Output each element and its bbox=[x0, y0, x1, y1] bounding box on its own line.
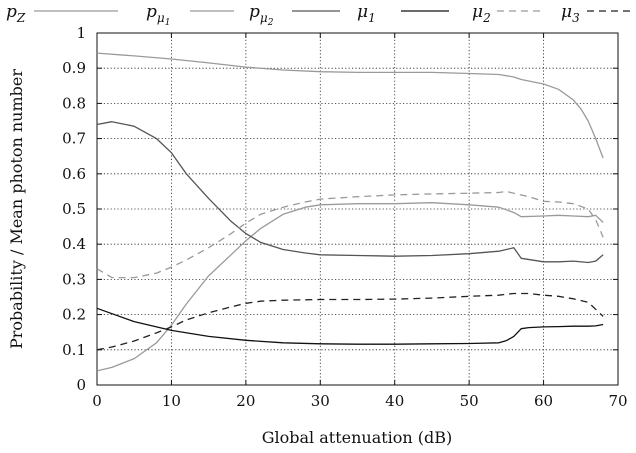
y-axis-label: Probability / Mean photon number bbox=[7, 69, 26, 349]
x-tick-label: 0 bbox=[92, 392, 102, 410]
legend-item-5: μ2 bbox=[472, 2, 540, 25]
series-line-5 bbox=[96, 190, 604, 279]
legend-item-1: pZ bbox=[6, 2, 118, 25]
y-tick-label: 0.4 bbox=[62, 235, 86, 253]
x-tick-label: 60 bbox=[534, 392, 553, 410]
series-line-6 bbox=[96, 292, 604, 351]
y-tick-label: 0.1 bbox=[62, 341, 86, 359]
legend-label: μ1 bbox=[357, 2, 376, 25]
x-tick-label: 20 bbox=[236, 392, 255, 410]
x-tick-label: 70 bbox=[608, 392, 627, 410]
legend-label: pZ bbox=[6, 2, 26, 25]
legend-label: μ3 bbox=[561, 2, 580, 25]
x-axis-ticks: 0 10 20 30 40 50 60 70 bbox=[92, 33, 628, 410]
legend-label: μ2 bbox=[472, 2, 491, 25]
series-line-3 bbox=[96, 121, 604, 264]
legend-item-4: μ1 bbox=[357, 2, 449, 25]
legend: pZ pμ1 pμ2 μ1 μ2 μ3 bbox=[6, 2, 633, 28]
legend-item-2: pμ1 bbox=[146, 2, 234, 28]
legend-label: pμ2 bbox=[249, 2, 274, 28]
grid bbox=[97, 33, 618, 385]
legend-label: pμ1 bbox=[146, 2, 170, 28]
series-line-1 bbox=[96, 52, 604, 159]
x-axis-label: Global attenuation (dB) bbox=[262, 428, 453, 447]
series-line-4 bbox=[96, 307, 604, 345]
y-tick-label: 0.7 bbox=[62, 130, 86, 148]
x-tick-label: 30 bbox=[311, 392, 330, 410]
x-tick-label: 50 bbox=[460, 392, 479, 410]
y-axis-ticks: 0 0.1 0.2 0.3 0.4 0.5 0.6 0.7 0.8 0.9 1 bbox=[62, 24, 618, 394]
x-tick-label: 10 bbox=[162, 392, 181, 410]
y-tick-label: 0 bbox=[76, 376, 86, 394]
y-tick-label: 0.8 bbox=[62, 94, 86, 112]
series-line-2 bbox=[96, 202, 604, 372]
y-tick-label: 0.3 bbox=[62, 270, 86, 288]
y-tick-label: 0.9 bbox=[62, 59, 86, 77]
legend-item-3: pμ2 bbox=[249, 2, 340, 28]
series-lines bbox=[96, 52, 604, 372]
y-tick-label: 0.5 bbox=[62, 200, 86, 218]
y-tick-label: 0.6 bbox=[62, 165, 86, 183]
y-tick-label: 1 bbox=[76, 24, 86, 42]
x-tick-label: 40 bbox=[385, 392, 404, 410]
y-tick-label: 0.2 bbox=[62, 306, 86, 324]
legend-item-6: μ3 bbox=[561, 2, 633, 25]
